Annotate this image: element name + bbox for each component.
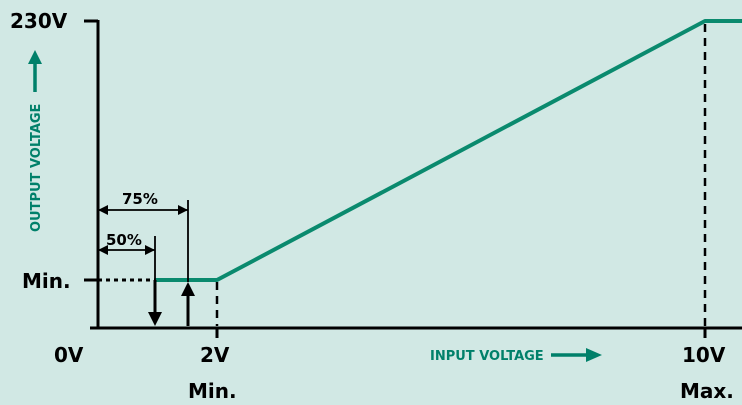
y-axis-title: OUTPUT VOLTAGE (29, 104, 44, 232)
switch-on-arrowhead (181, 282, 195, 296)
x-label-max: Max. (680, 379, 734, 403)
pct-75-label: 75% (122, 190, 158, 208)
x-axis-title: INPUT VOLTAGE (430, 349, 544, 364)
x-label-0v: 0V (54, 343, 84, 367)
x-label-2v: 2V (200, 343, 230, 367)
switch-off-arrowhead (148, 312, 162, 326)
x-axis-title-arrowhead (586, 348, 602, 362)
pct-50-label: 50% (106, 231, 142, 249)
bracket-50-arrow-left (98, 245, 108, 255)
bracket-50-arrow-right (145, 245, 155, 255)
bracket-75-arrow-right (178, 205, 188, 215)
output-curve (155, 19, 742, 282)
y-label-230v: 230V (10, 9, 68, 33)
y-label-min: Min. (22, 269, 71, 293)
x-label-10v: 10V (682, 343, 726, 367)
y-axis-title-arrowhead (28, 50, 42, 64)
x-label-min: Min. (188, 379, 237, 403)
bracket-75-arrow-left (98, 205, 108, 215)
